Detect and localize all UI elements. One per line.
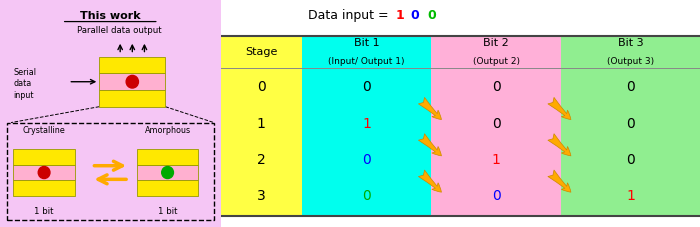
Bar (302, 36, 431, 216)
Text: 0: 0 (428, 9, 436, 22)
Text: 3: 3 (257, 189, 265, 203)
Text: This work: This work (80, 11, 141, 21)
Text: Amorphous: Amorphous (144, 126, 190, 135)
Text: Bit 3: Bit 3 (617, 38, 643, 48)
Text: Serial
data
input: Serial data input (13, 68, 36, 100)
Circle shape (38, 166, 50, 179)
Text: 0: 0 (492, 189, 500, 203)
FancyBboxPatch shape (13, 165, 75, 180)
Text: Stage: Stage (245, 47, 277, 57)
FancyBboxPatch shape (136, 180, 199, 196)
Text: 0: 0 (626, 153, 635, 167)
Text: 0: 0 (363, 189, 371, 203)
Text: Bit 2: Bit 2 (483, 38, 509, 48)
Text: (Output 3): (Output 3) (607, 57, 654, 66)
Bar (561, 36, 700, 216)
Text: 1: 1 (363, 117, 371, 131)
Text: Bit 1: Bit 1 (354, 38, 379, 48)
FancyBboxPatch shape (99, 73, 165, 90)
FancyBboxPatch shape (13, 180, 75, 196)
Text: 1: 1 (492, 153, 500, 167)
Bar (220, 36, 302, 216)
Circle shape (162, 166, 174, 179)
Text: 0: 0 (626, 117, 635, 131)
Bar (431, 36, 561, 216)
FancyBboxPatch shape (13, 149, 75, 165)
Text: 1: 1 (626, 189, 635, 203)
FancyBboxPatch shape (99, 90, 165, 107)
Text: (Output 2): (Output 2) (473, 57, 519, 66)
Text: 1 bit: 1 bit (158, 207, 177, 216)
Circle shape (126, 75, 139, 88)
Text: Data input =: Data input = (309, 9, 393, 22)
FancyBboxPatch shape (136, 165, 199, 180)
Text: 0: 0 (363, 80, 371, 94)
FancyBboxPatch shape (136, 149, 199, 165)
FancyBboxPatch shape (99, 57, 165, 73)
Text: 1 bit: 1 bit (34, 207, 54, 216)
Text: Parallel data output: Parallel data output (77, 26, 162, 35)
Text: 1: 1 (395, 9, 405, 22)
Text: Crystalline: Crystalline (22, 126, 66, 135)
Text: 2: 2 (257, 153, 265, 167)
Text: 1: 1 (257, 117, 266, 131)
Text: 0: 0 (411, 9, 419, 22)
Text: 0: 0 (257, 80, 265, 94)
Text: 0: 0 (492, 80, 500, 94)
Text: 0: 0 (363, 153, 371, 167)
Text: 0: 0 (626, 80, 635, 94)
Text: 0: 0 (492, 117, 500, 131)
Text: (Input/ Output 1): (Input/ Output 1) (328, 57, 405, 66)
